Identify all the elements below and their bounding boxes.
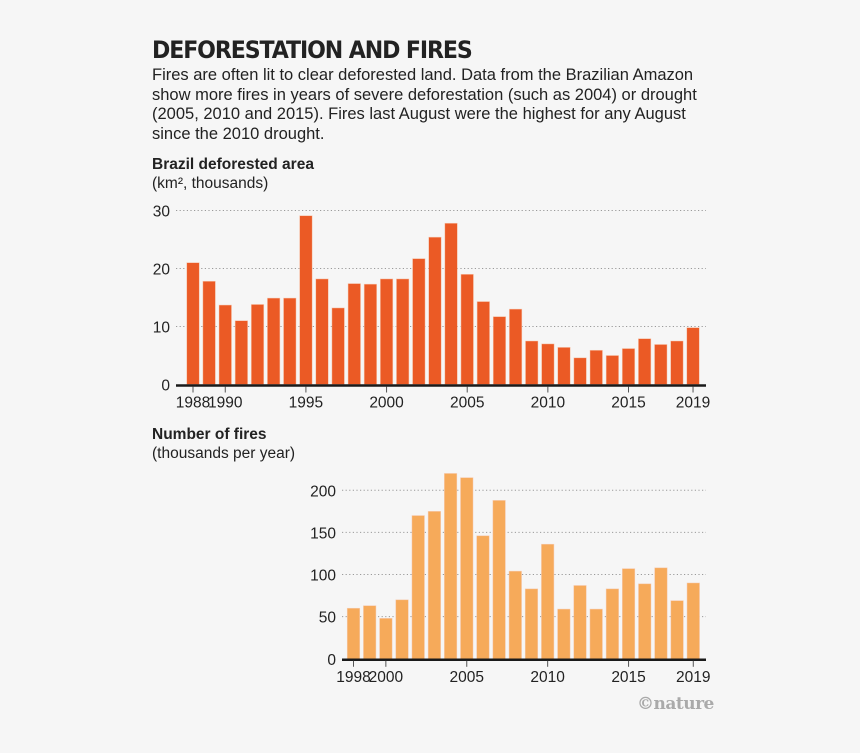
deforestation-bar bbox=[234, 320, 248, 385]
fires-bar bbox=[541, 543, 555, 660]
fires-bar bbox=[524, 588, 539, 660]
deforestation-bar bbox=[476, 301, 490, 385]
deforestation-bar bbox=[218, 304, 232, 385]
fires-bar bbox=[395, 599, 409, 660]
deforestation-bar bbox=[686, 327, 700, 385]
fires-y-tick-label: 100 bbox=[310, 568, 336, 585]
fires-bar bbox=[444, 473, 458, 660]
fires-chart-unit: (thousands per year) bbox=[152, 445, 296, 462]
deforestation-bar bbox=[331, 307, 345, 385]
fires-bar bbox=[638, 583, 652, 660]
deforestation-bar bbox=[460, 273, 474, 385]
deforestation-bar bbox=[589, 349, 603, 385]
deforestation-bar bbox=[557, 347, 571, 385]
fires-y-tick-label: 0 bbox=[327, 652, 336, 669]
fires-bar bbox=[557, 608, 571, 660]
fires-y-tick-label: 200 bbox=[310, 483, 336, 500]
deforestation-bar bbox=[250, 304, 265, 385]
deforestation-x-tick-label: 1988 bbox=[176, 395, 210, 412]
fires-bar bbox=[427, 511, 441, 660]
deforestation-bar bbox=[202, 280, 216, 385]
chart-title: DEFORESTATION AND FIRES bbox=[152, 36, 473, 64]
fires-bar bbox=[411, 515, 425, 660]
deforestation-bar bbox=[670, 340, 684, 385]
deforestation-x-tick-label: 2010 bbox=[531, 395, 566, 412]
fires-bar bbox=[508, 570, 522, 660]
fires-y-tick-label: 150 bbox=[310, 525, 336, 542]
deforestation-x-tick-label: 2005 bbox=[450, 395, 484, 412]
fires-x-tick-label: 1998 bbox=[336, 669, 370, 686]
deforestation-bar bbox=[396, 278, 410, 385]
chart-description: Fires are often lit to clear deforested … bbox=[152, 66, 697, 143]
fires-bar bbox=[346, 607, 361, 660]
deforestation-bar bbox=[605, 355, 619, 385]
deforestation-x-tick-label: 2015 bbox=[611, 395, 645, 412]
fires-bar bbox=[573, 585, 587, 660]
fires-bar bbox=[654, 567, 668, 660]
nature-credit-logo: ©nature bbox=[637, 694, 714, 714]
deforestation-bar bbox=[347, 283, 361, 385]
deforestation-bar bbox=[267, 297, 281, 385]
deforestation-y-tick-label: 10 bbox=[153, 320, 171, 337]
deforestation-bar bbox=[444, 222, 458, 385]
deforestation-chart-title: Brazil deforested area bbox=[152, 156, 314, 173]
deforestation-bar bbox=[363, 283, 377, 385]
fires-bar bbox=[622, 568, 636, 660]
fires-x-tick-label: 2010 bbox=[530, 669, 565, 686]
deforestation-bar bbox=[428, 236, 442, 385]
deforestation-bar bbox=[283, 297, 297, 385]
fires-bar bbox=[589, 608, 603, 660]
deforestation-y-tick-label: 0 bbox=[161, 378, 170, 395]
deforestation-x-tick-label: 1990 bbox=[208, 395, 243, 412]
fires-x-tick-label: 2019 bbox=[676, 669, 710, 686]
fires-bar bbox=[363, 605, 377, 660]
deforestation-bar bbox=[315, 278, 329, 385]
deforestation-bar bbox=[412, 258, 426, 385]
deforestation-bar bbox=[573, 357, 587, 385]
deforestation-x-tick-label: 2019 bbox=[676, 395, 710, 412]
deforestation-y-tick-label: 20 bbox=[153, 262, 171, 279]
deforestation-bar bbox=[525, 340, 539, 385]
deforestation-bar bbox=[186, 262, 200, 385]
deforestation-bar bbox=[299, 215, 313, 385]
fires-bar bbox=[492, 500, 506, 660]
fires-bar bbox=[605, 588, 619, 660]
fires-bar bbox=[670, 600, 684, 660]
fires-chart-title: Number of fires bbox=[152, 426, 267, 443]
deforestation-x-tick-label: 1995 bbox=[289, 395, 323, 412]
deforestation-y-tick-label: 30 bbox=[153, 204, 171, 221]
deforestation-bar bbox=[541, 343, 555, 385]
fires-bar bbox=[686, 582, 700, 660]
fires-x-tick-label: 2000 bbox=[369, 669, 404, 686]
deforestation-bar bbox=[380, 278, 394, 385]
fires-x-tick-label: 2005 bbox=[450, 669, 484, 686]
fires-bar bbox=[476, 535, 490, 660]
deforestation-bar bbox=[654, 344, 668, 385]
deforestation-bar bbox=[492, 316, 507, 385]
deforestation-bar bbox=[638, 338, 652, 385]
fires-y-tick-label: 50 bbox=[319, 610, 337, 627]
deforestation-bar bbox=[509, 308, 523, 385]
deforestation-chart-unit: (km², thousands) bbox=[152, 175, 269, 192]
fires-x-tick-label: 2015 bbox=[611, 669, 645, 686]
deforestation-bar bbox=[621, 348, 636, 385]
fires-bar bbox=[460, 477, 474, 660]
fires-bar bbox=[379, 618, 393, 660]
deforestation-x-tick-label: 2000 bbox=[369, 395, 404, 412]
